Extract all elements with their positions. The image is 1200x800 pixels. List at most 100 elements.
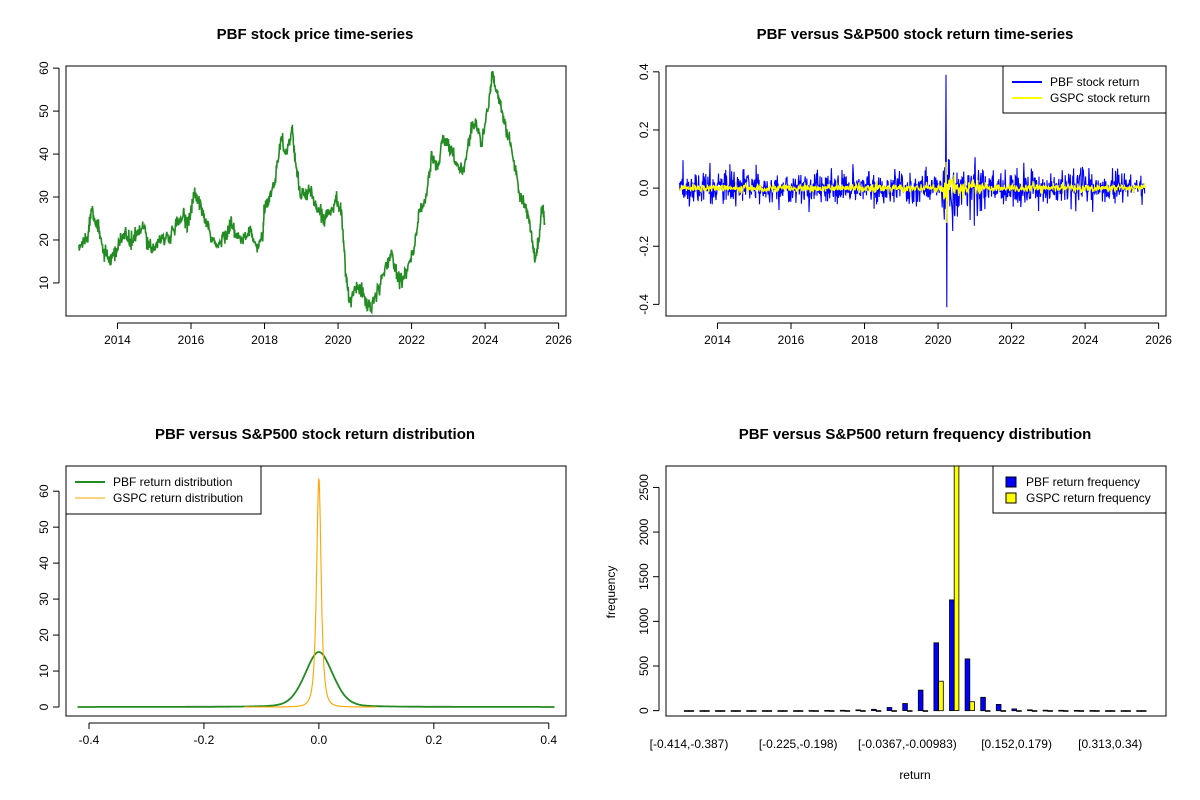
chart-title: PBF versus S&P500 stock return distribut… (155, 426, 475, 443)
bar-pbf (964, 658, 971, 712)
x-tick-label: 2024 (472, 333, 499, 347)
x-tick-label: 0.2 (425, 733, 442, 747)
series-layer (78, 70, 546, 315)
bar-pbf (995, 704, 1002, 712)
x-tick-label: 2024 (1072, 333, 1099, 347)
y-tick-label: 60 (37, 61, 51, 75)
x-tick-label: 2018 (251, 333, 278, 347)
x-tick-label: [0.152,0.179) (981, 737, 1052, 751)
x-tick-label: -0.4 (79, 733, 100, 747)
legend: PBF return frequency GSPC return frequen… (992, 465, 1167, 514)
bar-gspc (751, 710, 757, 712)
x-tick-label: [0.313,0.34) (1078, 737, 1142, 751)
bar-pbf (871, 708, 877, 711)
bar-gspc (735, 710, 741, 712)
bar-gspc (1109, 710, 1116, 712)
bar-gspc (1016, 710, 1022, 712)
bar-pbf (1136, 710, 1142, 712)
y-tick-label: 10 (37, 664, 51, 678)
y-tick-label: -0.4 (637, 294, 651, 315)
legend-label-pbf: PBF return distribution (113, 475, 232, 489)
bar-gspc (922, 710, 929, 712)
panel-return-frequency: PBF versus S&P500 return frequency distr… (604, 426, 1167, 782)
x-tick-label: 2026 (1145, 333, 1172, 347)
legend-swatch-pbf (1005, 476, 1017, 488)
x-tick-label: 2018 (851, 333, 878, 347)
bar-gspc (1141, 710, 1147, 712)
legend-box (1002, 65, 1167, 114)
series-layer (683, 465, 1147, 712)
y-tick-label: 2500 (637, 474, 651, 501)
chart-title: PBF stock price time-series (217, 26, 414, 43)
bar-pbf (746, 710, 752, 712)
y-axis: 10 20 30 40 50 60 (37, 61, 60, 290)
panel-price-time-series: PBF stock price time-series 2014 2016 2018… (37, 26, 572, 347)
y-tick-label: 1000 (637, 608, 651, 635)
series-line-gspc-return (679, 161, 1146, 224)
y-tick-label: 0.4 (637, 63, 651, 80)
bar-gspc (1031, 710, 1038, 712)
x-tick-label: [-0.414,-0.387) (650, 737, 729, 751)
y-tick-label: -0.2 (637, 236, 651, 257)
bar-gspc (1063, 710, 1069, 712)
y-tick-label: 0.0 (637, 179, 651, 196)
bar-gspc (907, 710, 913, 712)
bar-gspc (719, 710, 726, 712)
x-tick-label: 2022 (398, 333, 425, 347)
x-tick-label: 0.4 (540, 733, 557, 747)
plot-frame (65, 465, 567, 717)
y-tick-label: 30 (37, 190, 51, 204)
x-tick-label: 2016 (778, 333, 805, 347)
bar-pbf (1105, 710, 1111, 712)
legend-label-gspc: GSPC return frequency (1026, 491, 1151, 505)
y-tick-label: 40 (37, 147, 51, 161)
y-tick-label: 10 (37, 276, 51, 290)
panel-return-time-series: PBF versus S&P500 stock return time-seri… (637, 26, 1172, 347)
y-axis: 0 500 1000 1500 2000 2500 (637, 474, 660, 714)
x-tick-label: [-0.0367,-0.00983) (858, 737, 957, 751)
density-line-gspc (244, 478, 377, 708)
x-axis: 2014 2016 2018 2020 2022 2024 2026 (104, 322, 572, 347)
bar-pbf (1089, 710, 1096, 712)
bar-pbf (793, 710, 799, 712)
chart-title: PBF versus S&P500 stock return time-seri… (757, 26, 1074, 43)
panel-return-distribution: PBF versus S&P500 stock return distribut… (37, 426, 567, 747)
y-tick-label: 500 (637, 656, 651, 676)
x-tick-label: 2020 (925, 333, 952, 347)
y-tick-label: 20 (37, 628, 51, 642)
bar-gspc (1047, 710, 1053, 712)
legend-label-gspc: GSPC return distribution (113, 491, 243, 505)
bar-gspc (1000, 710, 1007, 712)
x-axis-label: return (899, 768, 930, 782)
bar-pbf (917, 689, 924, 711)
legend-swatch-gspc (1005, 492, 1017, 504)
plot-frame (665, 465, 1167, 717)
x-axis: 2014 2016 2018 2020 2022 2024 2026 (704, 322, 1172, 347)
bar-gspc (860, 710, 866, 712)
density-line-pbf (77, 651, 555, 708)
bar-pbf (824, 710, 830, 712)
legend: PBF stock return GSPC stock return (1002, 65, 1167, 114)
bar-pbf (777, 710, 784, 712)
x-tick-label: -0.2 (194, 733, 215, 747)
bar-pbf (855, 709, 862, 712)
y-tick-label: 2000 (637, 518, 651, 545)
bar-pbf (1027, 709, 1033, 712)
bar-gspc (969, 701, 975, 712)
bar-pbf (980, 696, 986, 712)
bar-pbf (886, 707, 893, 711)
bar-pbf (1073, 710, 1080, 712)
plot-frame (665, 65, 1167, 317)
series-layer (679, 74, 1146, 308)
y-tick-label: 20 (37, 233, 51, 247)
legend-label-pbf: PBF return frequency (1026, 475, 1140, 489)
bar-pbf (839, 709, 846, 712)
bar-gspc (688, 710, 695, 712)
y-axis: -0.4 -0.2 0.0 0.2 0.4 (637, 63, 660, 315)
bar-pbf (949, 599, 955, 712)
bar-pbf (1042, 709, 1049, 712)
bar-gspc (829, 710, 835, 712)
bar-pbf (761, 710, 768, 712)
x-tick-label: 2022 (998, 333, 1025, 347)
y-tick-label: 1500 (637, 563, 651, 590)
